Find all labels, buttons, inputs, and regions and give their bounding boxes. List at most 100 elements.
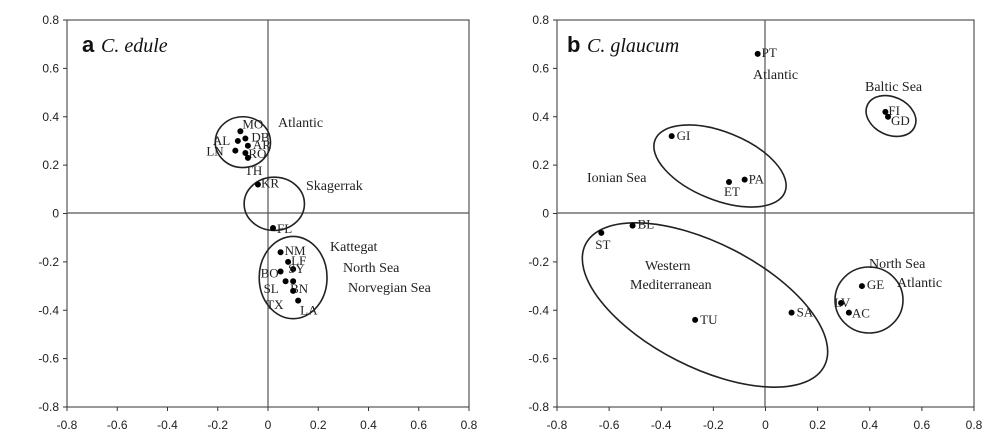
- point-sy: [290, 266, 297, 273]
- y-tick-label: 0.6: [42, 61, 59, 75]
- y-tick-label: 0: [542, 207, 549, 221]
- group-label-baltic-sea: Baltic Sea: [865, 80, 923, 95]
- x-tick-label: 0.8: [966, 418, 983, 432]
- point-label-lv: LV: [834, 295, 851, 310]
- x-tick-label: 0.4: [360, 418, 377, 432]
- point-pa: [741, 176, 748, 183]
- y-tick-label: 0.4: [532, 110, 549, 124]
- point-label-et: ET: [724, 184, 740, 199]
- point-mo: [237, 128, 244, 135]
- group-ellipses-a: [214, 115, 328, 320]
- point-sa: [788, 309, 795, 316]
- x-tick-label: 0.4: [861, 418, 878, 432]
- point-tu: [692, 316, 699, 323]
- group-ellipse-north-sea-atlantic: [834, 266, 904, 334]
- point-sl: [282, 278, 289, 285]
- y-tick-label: -0.8: [528, 400, 549, 414]
- y-tick-label: 0: [52, 207, 59, 221]
- point-label-kr: KR: [261, 175, 279, 190]
- point-ln: [232, 147, 239, 154]
- point-kr: [254, 181, 261, 188]
- point-label-ar: AR: [253, 137, 271, 152]
- point-label-pa: PA: [749, 172, 765, 187]
- y-tick-label: 0.6: [532, 61, 549, 75]
- point-st: [598, 229, 605, 236]
- point-tx: [290, 287, 297, 294]
- point-lf: [285, 258, 292, 265]
- group-ellipses-b: [581, 94, 917, 388]
- point-bl: [629, 222, 636, 229]
- point-label-ge: GE: [867, 277, 884, 292]
- x-tick-label: -0.6: [107, 418, 128, 432]
- point-label-al: AL: [213, 133, 230, 148]
- point-gi: [668, 133, 675, 140]
- point-label-nm: NM: [285, 243, 306, 258]
- group-label-atlantic-pt: Atlantic: [753, 68, 798, 83]
- point-al: [234, 137, 241, 144]
- point-fl: [270, 225, 277, 232]
- y-tick-label: 0.8: [42, 13, 59, 27]
- x-tick-label: 0.2: [809, 418, 826, 432]
- x-tick-label: 0.2: [310, 418, 327, 432]
- panel-letter-a: a: [82, 32, 95, 57]
- y-tick-label: 0.4: [42, 110, 59, 124]
- y-tick-label: -0.2: [528, 255, 549, 269]
- point-gd: [884, 113, 891, 120]
- point-label-mo: MO: [242, 116, 263, 131]
- point-label-ac: AC: [852, 306, 870, 321]
- point-lv: [838, 299, 845, 306]
- point-label-bo: BO: [261, 266, 279, 281]
- y-tick-label: -0.2: [38, 255, 59, 269]
- y-tick-label: -0.6: [38, 352, 59, 366]
- x-tick-label: -0.4: [157, 418, 178, 432]
- point-bn: [290, 278, 297, 285]
- point-label-fi: FI: [888, 103, 900, 118]
- point-label-sl: SL: [264, 281, 279, 296]
- point-ac: [845, 309, 852, 316]
- group-label-skagerrak: Skagerrak: [306, 179, 363, 194]
- x-tick-label: -0.4: [651, 418, 672, 432]
- point-label-ln: LN: [206, 144, 224, 159]
- point-label-bl: BL: [638, 217, 655, 232]
- group-label-atlantic-a: Atlantic: [278, 116, 323, 131]
- y-tick-label: -0.4: [38, 303, 59, 317]
- point-nm: [277, 249, 284, 256]
- x-tick-label: -0.2: [207, 418, 228, 432]
- point-et: [726, 179, 733, 186]
- y-tick-label: 0.2: [42, 158, 59, 172]
- point-label-gi: GI: [677, 128, 691, 143]
- x-tick-label: 0.6: [914, 418, 931, 432]
- group-label-ionian-sea: Ionian Sea: [587, 171, 647, 186]
- group-ellipse-kattegat: [258, 235, 328, 320]
- point-label-st: ST: [595, 237, 610, 252]
- y-tick-label: 0.2: [532, 158, 549, 172]
- point-db: [242, 135, 249, 142]
- x-tick-label: 0.6: [410, 418, 427, 432]
- group-label-western: Western: [645, 259, 691, 274]
- group-label-mediterranean: Mediterranean: [630, 278, 712, 293]
- point-label-th: TH: [245, 163, 262, 178]
- panel-b: 0.80.60.40.20-0.2-0.4-0.6-0.8 -0.8 -0.6 -0…: [528, 13, 982, 432]
- y-tick-label: 0.8: [532, 13, 549, 27]
- group-ellipse-baltic-sea: [865, 94, 917, 138]
- x-tick-label: 0: [762, 418, 769, 432]
- x-tick-label: -0.2: [703, 418, 724, 432]
- group-label-kattegat: Kattegat: [330, 240, 378, 255]
- point-label-gd: GD: [891, 113, 910, 128]
- point-th: [244, 154, 251, 161]
- point-label-lf: LF: [291, 253, 306, 268]
- point-fi: [882, 108, 889, 115]
- panel-title-a: C. edule: [101, 35, 168, 57]
- group-label-atlantic-b: Atlantic: [897, 276, 942, 291]
- point-pt: [754, 50, 761, 57]
- panel-letter-b: b: [567, 32, 580, 57]
- point-label-tx: TX: [266, 297, 284, 312]
- group-ellipse-western-mediterranean: [581, 222, 829, 388]
- y-ticks-a: 0.8 0.6 0.4 0.2 0 -0.2 -0.4 -0.6 -0.8: [38, 13, 67, 414]
- point-label-la: LA: [300, 303, 318, 318]
- point-label-db: DB: [251, 130, 269, 145]
- y-ticks-b: 0.8 0.6 0.4 0.2 0 -0.2 -0.4 -0.6 -0.8: [528, 13, 557, 414]
- point-label-tu: TU: [700, 312, 718, 327]
